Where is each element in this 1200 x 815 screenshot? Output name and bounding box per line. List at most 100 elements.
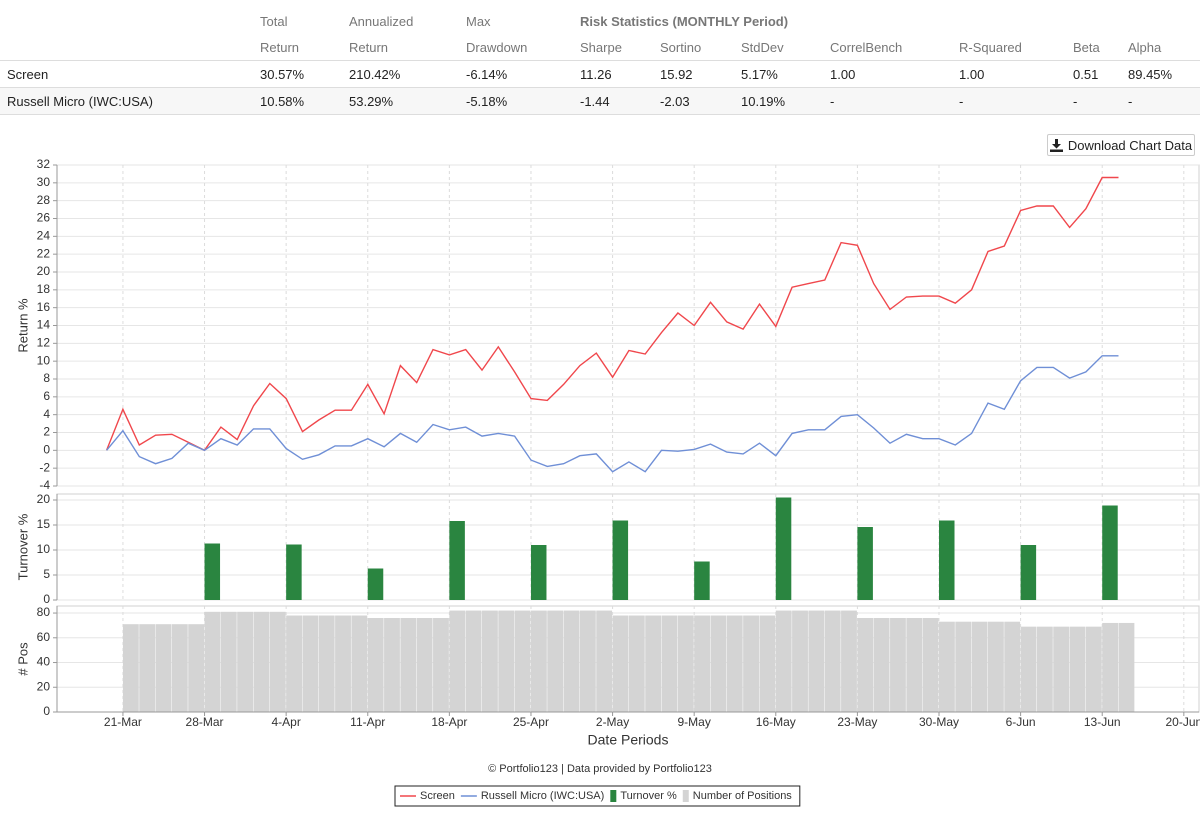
bar: [220, 611, 237, 712]
y-tick-label: 80: [37, 605, 51, 619]
bar: [694, 615, 711, 712]
download-label: Download Chart Data: [1067, 137, 1193, 153]
bar: [775, 610, 792, 712]
bar: [922, 617, 939, 712]
legend: Screen Russell Micro (IWC:USA) Turnover % N…: [394, 785, 801, 807]
x-tick-label: 9-May: [678, 715, 711, 729]
y-tick-label: 20: [37, 679, 51, 693]
bar: [318, 615, 335, 712]
bar: [710, 615, 727, 712]
bar: [955, 621, 972, 712]
bar: [579, 610, 596, 712]
bar: [1118, 622, 1135, 712]
x-tick-label: 16-May: [756, 715, 796, 729]
x-tick-label: 21-Mar: [104, 715, 142, 729]
x-tick-label: 30-May: [919, 715, 959, 729]
bar: [906, 617, 923, 712]
bar: [743, 615, 759, 712]
bar: [939, 520, 955, 600]
line-series: [106, 355, 1119, 473]
x-tick-label: 18-Apr: [431, 715, 467, 729]
bar: [677, 615, 694, 712]
cell: 210.42%: [349, 60, 466, 88]
y-tick-label: 24: [37, 229, 51, 243]
bar: [530, 610, 547, 712]
header-cell: Annualized: [349, 13, 414, 29]
bar: [139, 624, 156, 712]
header-cell: Sharpe: [580, 34, 660, 61]
bar: [367, 568, 384, 600]
legend-label: Screen: [420, 790, 455, 802]
y-axis-label: Return %: [15, 298, 30, 353]
bar: [890, 617, 906, 712]
table-row: Screen 30.57% 210.42% -6.14% 11.26 15.92 5.17%…: [0, 60, 1200, 88]
bar: [286, 615, 302, 712]
bar: [204, 543, 221, 600]
header-row: Total Annualized Max Risk Statistics (MONTH…: [0, 8, 1200, 34]
header-cell: R-Squared: [959, 34, 1073, 61]
header-cell: CorrelBench: [830, 34, 959, 61]
cell: 5.17%: [741, 60, 830, 88]
bar: [367, 617, 384, 712]
bar: [449, 521, 465, 600]
y-tick-label: 60: [37, 630, 51, 644]
bar: [1085, 626, 1102, 712]
y-tick-label: 16: [37, 300, 51, 314]
bar: [1053, 626, 1070, 712]
cell: -: [830, 87, 959, 115]
bar: [694, 561, 710, 600]
y-tick-label: 28: [37, 193, 51, 207]
y-tick-label: 8: [43, 371, 50, 385]
bar: [449, 610, 466, 712]
bar: [971, 621, 988, 712]
cell: 1.00: [830, 60, 959, 88]
y-tick-label: 22: [37, 246, 51, 260]
header-row: Return Return Drawdown Sharpe Sortino StdDev C…: [0, 34, 1200, 61]
cell: 0.51: [1073, 60, 1128, 88]
cell: -5.18%: [466, 87, 580, 115]
bar: [857, 617, 874, 712]
download-icon: [1049, 138, 1063, 152]
x-tick-label: 13-Jun: [1084, 715, 1121, 729]
bar: [873, 617, 890, 712]
header-cell: StdDev: [741, 34, 830, 61]
x-tick-label: 23-May: [837, 715, 877, 729]
cell: -6.14%: [466, 60, 580, 88]
bar: [612, 520, 629, 600]
bar: [759, 615, 776, 712]
bar: [792, 610, 808, 712]
bar: [775, 497, 792, 600]
bar: [661, 615, 678, 712]
group-header: Risk Statistics (MONTHLY Period): [580, 13, 789, 29]
x-tick-label: 4-Apr: [271, 715, 300, 729]
bar: [482, 610, 498, 712]
download-button[interactable]: Download Chart Data: [1047, 134, 1195, 156]
bar: [253, 611, 270, 712]
cell: -1.44: [580, 87, 660, 115]
y-tick-label: 32: [37, 157, 51, 171]
cell: 11.26: [580, 60, 660, 88]
bar: [824, 610, 841, 712]
x-axis-label: Date Periods: [588, 732, 669, 748]
header-cell: Return: [260, 34, 349, 61]
row-label: Screen: [0, 60, 260, 88]
cell: 30.57%: [260, 60, 349, 88]
bar: [628, 615, 645, 712]
bar: [384, 617, 400, 712]
x-tick-label: 2-May: [596, 715, 629, 729]
bar: [612, 615, 629, 712]
row-label: Russell Micro (IWC:USA): [0, 87, 260, 115]
bar: [1020, 626, 1037, 712]
bar: [547, 610, 564, 712]
bar: [514, 610, 531, 712]
y-tick-label: 12: [37, 336, 51, 350]
bar: [1102, 622, 1119, 712]
bar: [155, 624, 172, 712]
y-tick-label: 40: [37, 655, 51, 669]
legend-label: Russell Micro (IWC:USA): [481, 790, 604, 802]
y-tick-label: 10: [37, 353, 51, 367]
y-tick-label: 0: [43, 592, 50, 606]
bar: [939, 621, 955, 712]
y-tick-label: 0: [43, 443, 50, 457]
y-tick-label: 30: [37, 175, 51, 189]
